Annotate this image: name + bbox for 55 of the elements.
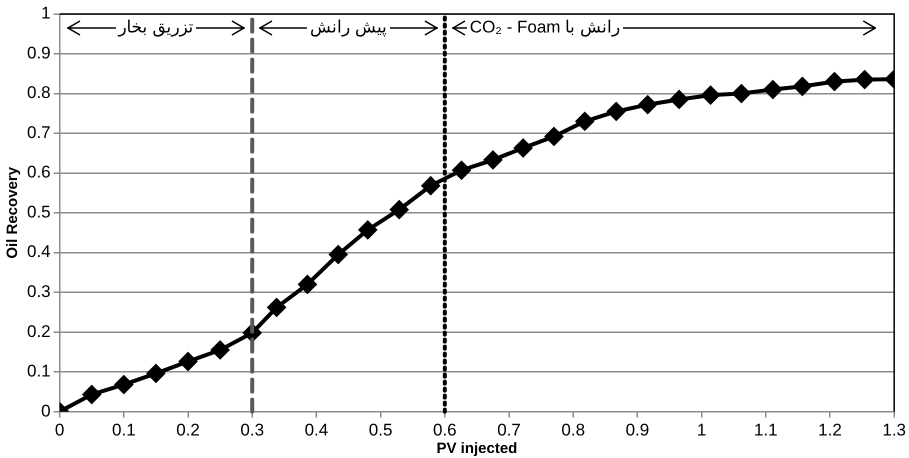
x-tick-label: 0.6 [432,420,457,440]
x-tick-label: 0.8 [561,420,586,440]
point [514,138,532,157]
x-tick-label: 1.3 [882,420,906,440]
point [576,112,594,130]
annotation: تزریق بخار [118,18,194,38]
point [329,246,348,264]
x-tick-label: 0.9 [626,420,650,440]
point [702,86,720,104]
x-tick-label: 0.1 [112,420,136,440]
point [732,84,750,103]
point [764,80,782,99]
point [670,90,688,108]
x-tick-label: 0.5 [368,420,392,440]
y-tick-label: 0.9 [26,43,51,62]
x-tick-label: 1 [696,420,706,440]
point [114,376,133,394]
point [452,161,470,180]
point [82,386,101,404]
point [358,220,377,239]
point [268,298,286,316]
point [544,127,563,146]
x-tick-label: 0.2 [176,420,200,440]
y-tick-label: 1 [41,4,51,23]
x-tick-label: 0.7 [497,420,521,440]
point [179,352,198,371]
point [422,176,440,195]
point [146,364,165,382]
point [607,102,626,120]
x-tick-label: 1.2 [818,420,842,440]
point [298,275,316,294]
x-tick-label: 0.3 [240,420,264,440]
y-tick-label: 0.4 [26,242,51,262]
annotation: پیش رانش [310,18,387,38]
x-axis-title: PV injected [436,440,518,458]
point [825,72,844,91]
x-tick-label: 0 [54,420,64,440]
point [484,150,502,169]
point [793,77,812,96]
y-tick-label: 0.2 [26,322,51,341]
y-tick-label: 0 [41,401,51,420]
y-tick-label: 0.3 [26,282,51,302]
y-tick-label: 0.5 [26,202,51,222]
y-tick-label: 0.7 [26,122,51,142]
point [638,96,657,114]
point [856,70,874,89]
y-tick-label: 0.6 [26,162,51,182]
y-tick-label: 0.8 [26,83,51,102]
point [390,200,408,219]
y-tick-label: 0.1 [26,362,51,381]
x-tick-label: 0.4 [304,420,328,440]
annotation: رانش با CO₂ - Foam [470,18,620,38]
point [211,340,230,359]
x-tick-label: 1.1 [754,420,778,440]
y-axis-title: Oil Recovery [4,166,22,259]
